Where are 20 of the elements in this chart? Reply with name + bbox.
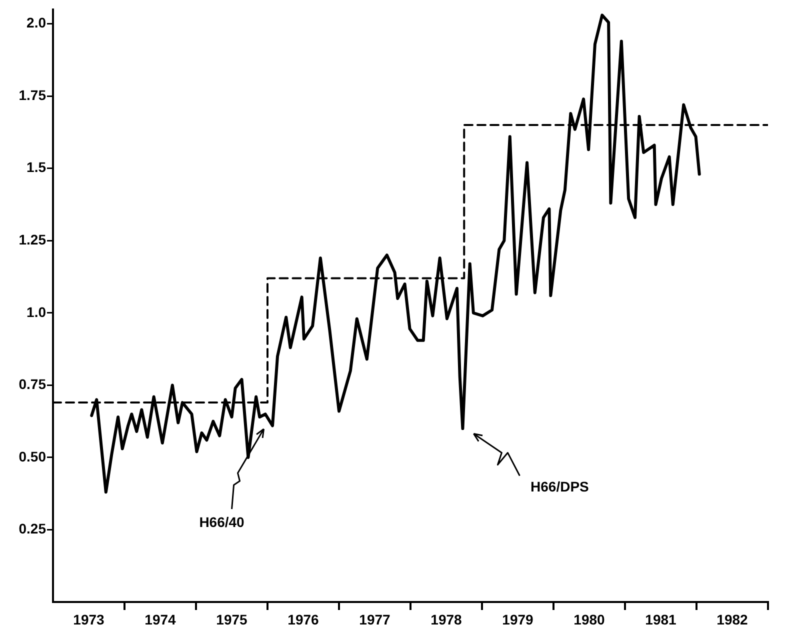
- y-tick-label: 1.25: [18, 232, 46, 248]
- x-tick-label: 1982: [716, 611, 748, 626]
- x-tick-label: 1975: [216, 611, 248, 626]
- y-tick-label: 1.5: [26, 159, 46, 176]
- x-tick-label: 1980: [574, 611, 606, 626]
- x-tick-label: 1978: [430, 611, 462, 626]
- y-tick-label: 0.25: [18, 520, 46, 537]
- y-tick-label: 0.50: [18, 448, 46, 464]
- y-tick-label: 2.0: [26, 14, 46, 31]
- y-tick-label: 1.75: [18, 86, 46, 103]
- x-tick-label: 1973: [73, 611, 105, 626]
- annotation: H66/40: [199, 514, 245, 530]
- x-tick-label: 1981: [645, 611, 677, 626]
- annotation: H66/DPS: [530, 478, 589, 495]
- x-tick-label: 1977: [359, 611, 391, 626]
- y-tick-label: 1.0: [26, 304, 46, 320]
- x-tick-label: 1974: [144, 611, 176, 626]
- x-tick-label: 1976: [288, 611, 320, 626]
- x-tick-label: 1979: [502, 611, 534, 626]
- y-tick-label: 0.75: [18, 376, 46, 392]
